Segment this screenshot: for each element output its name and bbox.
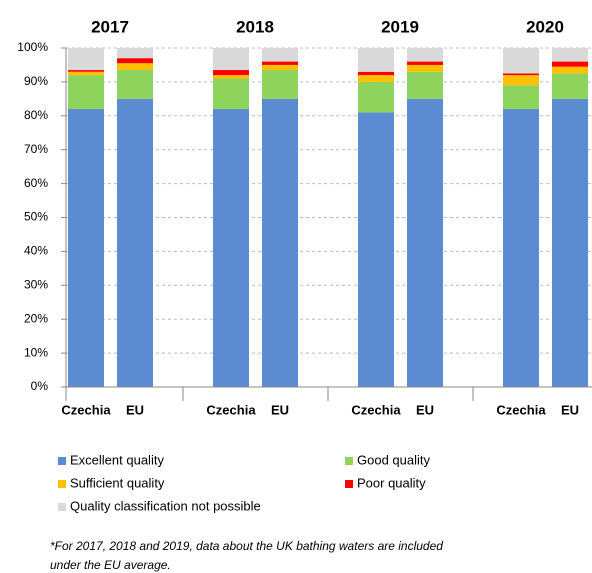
bar-segment xyxy=(213,78,249,110)
bar-segment xyxy=(68,70,104,72)
y-tick-label: 60% xyxy=(24,176,48,190)
bar-segment xyxy=(68,71,104,76)
legend-swatch xyxy=(58,503,66,511)
bar-segment xyxy=(117,48,153,59)
bar-segment xyxy=(407,48,443,62)
bar-segment xyxy=(68,75,104,110)
bar-segment xyxy=(503,109,539,388)
footnote: under the EU average. xyxy=(50,558,171,572)
group-label: 2019 xyxy=(381,17,419,36)
bar-segment xyxy=(503,75,539,86)
bar-segment xyxy=(262,48,298,62)
bar-segment xyxy=(358,75,394,82)
x-tick-label: Czechia xyxy=(206,402,256,417)
x-tick-label: Czechia xyxy=(496,402,546,417)
bar-segment xyxy=(117,58,153,64)
bar-segment xyxy=(358,71,394,76)
x-tick-label: Czechia xyxy=(351,402,401,417)
bar-segment xyxy=(503,85,539,110)
legend-swatch xyxy=(345,457,353,465)
bar-segment xyxy=(262,64,298,71)
y-tick-label: 40% xyxy=(24,244,48,258)
y-tick-label: 20% xyxy=(24,311,48,325)
y-tick-label: 30% xyxy=(24,277,48,291)
legend-label: Quality classification not possible xyxy=(70,498,261,513)
group-label: 2017 xyxy=(91,17,129,36)
bar-segment xyxy=(407,61,443,65)
bar-segment xyxy=(117,63,153,71)
bar-segment xyxy=(117,70,153,99)
y-tick-label: 50% xyxy=(24,210,48,224)
legend-label: Sufficient quality xyxy=(70,475,165,490)
bar-segment xyxy=(407,71,443,99)
y-tick-label: 70% xyxy=(24,142,48,156)
bar-segment xyxy=(68,48,104,71)
bar-segment xyxy=(213,109,249,388)
bar-segment xyxy=(262,61,298,65)
y-tick-label: 80% xyxy=(24,108,48,122)
footnote: *For 2017, 2018 and 2019, data about the… xyxy=(50,539,443,553)
bar-segment xyxy=(552,48,588,62)
bar-segment xyxy=(213,48,249,71)
x-tick-label: EU xyxy=(271,402,289,417)
legend-label: Excellent quality xyxy=(70,452,164,467)
x-tick-label: EU xyxy=(561,402,579,417)
bar-segment xyxy=(407,98,443,387)
legend-label: Poor quality xyxy=(357,475,426,490)
bar-segment xyxy=(358,112,394,387)
y-tick-label: 10% xyxy=(24,345,48,359)
bar-segment xyxy=(117,98,153,387)
bar-segment xyxy=(213,75,249,79)
group-label: 2018 xyxy=(236,17,274,36)
x-tick-label: EU xyxy=(416,402,434,417)
group-label: 2020 xyxy=(526,17,564,36)
bar-segment xyxy=(262,98,298,387)
bar-segment xyxy=(358,81,394,113)
legend-swatch xyxy=(345,480,353,488)
y-tick-label: 0% xyxy=(31,379,49,393)
y-tick-label: 100% xyxy=(17,40,48,54)
legend-swatch xyxy=(58,457,66,465)
bar-segment xyxy=(503,48,539,74)
bar-segment xyxy=(552,98,588,387)
x-tick-label: EU xyxy=(126,402,144,417)
bar-segment xyxy=(358,48,394,72)
bar-segment xyxy=(213,70,249,76)
x-tick-label: Czechia xyxy=(61,402,111,417)
bar-segment xyxy=(503,73,539,76)
legend-swatch xyxy=(58,480,66,488)
bar-segment xyxy=(552,73,588,99)
bar-segment xyxy=(68,109,104,388)
bar-segment xyxy=(552,66,588,74)
bar-segment xyxy=(552,61,588,67)
bar-segment xyxy=(407,64,443,72)
legend-label: Good quality xyxy=(357,452,430,467)
y-tick-label: 90% xyxy=(24,74,48,88)
bar-segment xyxy=(262,70,298,99)
